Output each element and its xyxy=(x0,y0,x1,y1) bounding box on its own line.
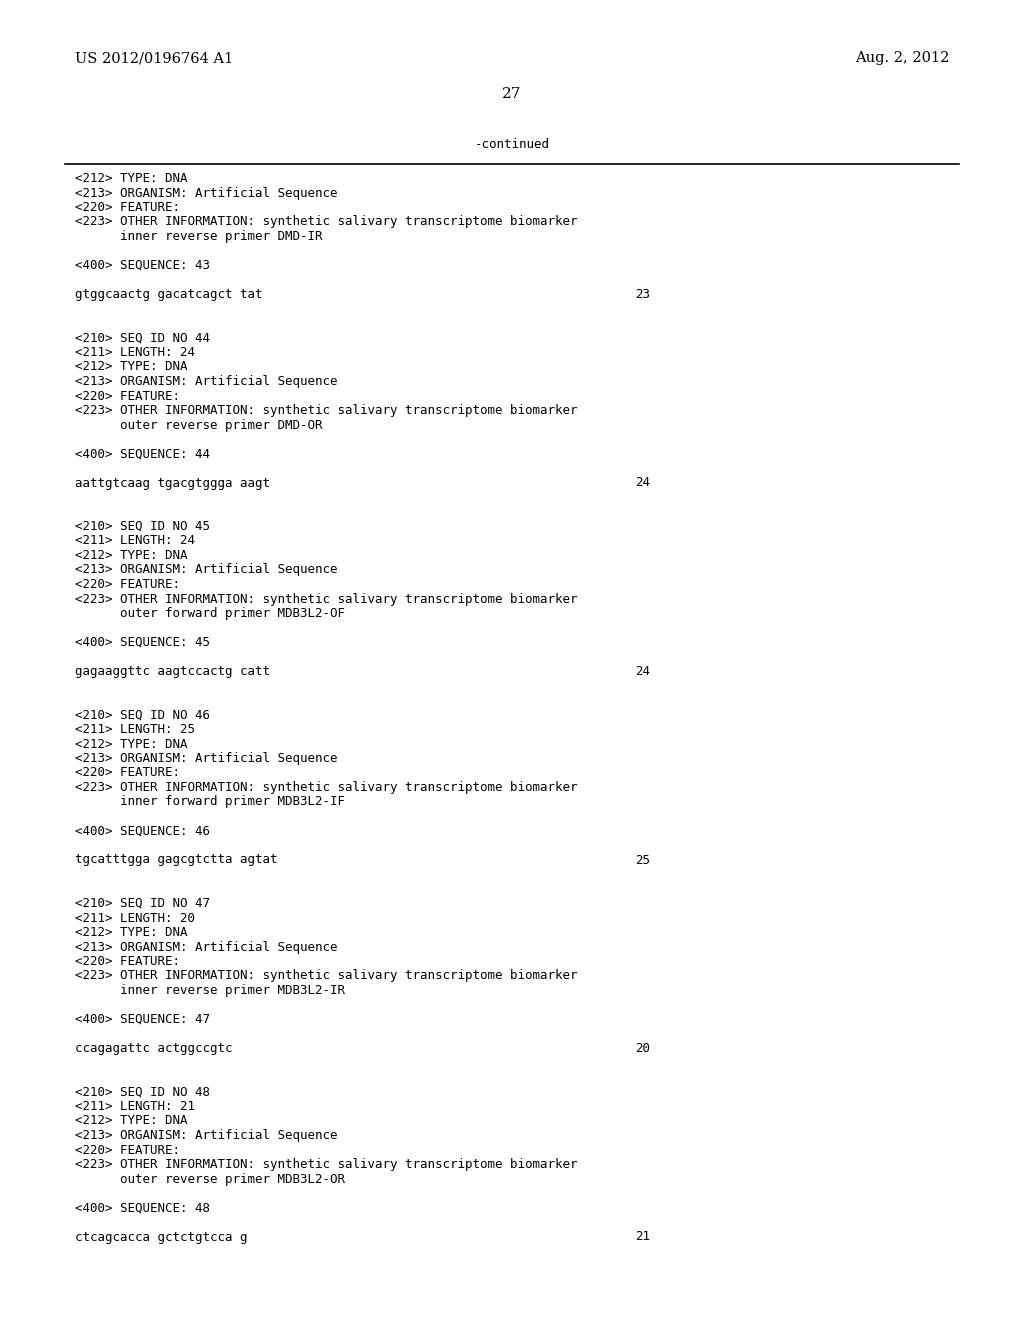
Text: <210> SEQ ID NO 44: <210> SEQ ID NO 44 xyxy=(75,331,210,345)
Text: 24: 24 xyxy=(635,665,650,678)
Text: ccagagattc actggccgtc: ccagagattc actggccgtc xyxy=(75,1041,232,1055)
Text: 23: 23 xyxy=(635,288,650,301)
Text: aattgtcaag tgacgtggga aagt: aattgtcaag tgacgtggga aagt xyxy=(75,477,270,490)
Text: outer reverse primer DMD-OR: outer reverse primer DMD-OR xyxy=(75,418,323,432)
Text: <223> OTHER INFORMATION: synthetic salivary transcriptome biomarker: <223> OTHER INFORMATION: synthetic saliv… xyxy=(75,781,578,795)
Text: <210> SEQ ID NO 48: <210> SEQ ID NO 48 xyxy=(75,1085,210,1098)
Text: <212> TYPE: DNA: <212> TYPE: DNA xyxy=(75,360,187,374)
Text: <212> TYPE: DNA: <212> TYPE: DNA xyxy=(75,927,187,939)
Text: <220> FEATURE:: <220> FEATURE: xyxy=(75,954,180,968)
Text: <213> ORGANISM: Artificial Sequence: <213> ORGANISM: Artificial Sequence xyxy=(75,564,338,577)
Text: <400> SEQUENCE: 43: <400> SEQUENCE: 43 xyxy=(75,259,210,272)
Text: <211> LENGTH: 24: <211> LENGTH: 24 xyxy=(75,535,195,548)
Text: <223> OTHER INFORMATION: synthetic salivary transcriptome biomarker: <223> OTHER INFORMATION: synthetic saliv… xyxy=(75,404,578,417)
Text: 27: 27 xyxy=(503,87,521,102)
Text: <210> SEQ ID NO 47: <210> SEQ ID NO 47 xyxy=(75,898,210,909)
Text: outer reverse primer MDB3L2-OR: outer reverse primer MDB3L2-OR xyxy=(75,1172,345,1185)
Text: <213> ORGANISM: Artificial Sequence: <213> ORGANISM: Artificial Sequence xyxy=(75,186,338,199)
Text: <220> FEATURE:: <220> FEATURE: xyxy=(75,201,180,214)
Text: gtggcaactg gacatcagct tat: gtggcaactg gacatcagct tat xyxy=(75,288,262,301)
Text: 20: 20 xyxy=(635,1041,650,1055)
Text: inner forward primer MDB3L2-IF: inner forward primer MDB3L2-IF xyxy=(75,796,345,808)
Text: <212> TYPE: DNA: <212> TYPE: DNA xyxy=(75,172,187,185)
Text: <211> LENGTH: 24: <211> LENGTH: 24 xyxy=(75,346,195,359)
Text: -continued: -continued xyxy=(474,139,550,150)
Text: <223> OTHER INFORMATION: synthetic salivary transcriptome biomarker: <223> OTHER INFORMATION: synthetic saliv… xyxy=(75,969,578,982)
Text: 21: 21 xyxy=(635,1230,650,1243)
Text: gagaaggttc aagtccactg catt: gagaaggttc aagtccactg catt xyxy=(75,665,270,678)
Text: <400> SEQUENCE: 46: <400> SEQUENCE: 46 xyxy=(75,825,210,837)
Text: <210> SEQ ID NO 45: <210> SEQ ID NO 45 xyxy=(75,520,210,533)
Text: 25: 25 xyxy=(635,854,650,866)
Text: <211> LENGTH: 25: <211> LENGTH: 25 xyxy=(75,723,195,737)
Text: tgcatttgga gagcgtctta agtat: tgcatttgga gagcgtctta agtat xyxy=(75,854,278,866)
Text: <212> TYPE: DNA: <212> TYPE: DNA xyxy=(75,1114,187,1127)
Text: ctcagcacca gctctgtcca g: ctcagcacca gctctgtcca g xyxy=(75,1230,248,1243)
Text: <220> FEATURE:: <220> FEATURE: xyxy=(75,1143,180,1156)
Text: inner reverse primer DMD-IR: inner reverse primer DMD-IR xyxy=(75,230,323,243)
Text: <212> TYPE: DNA: <212> TYPE: DNA xyxy=(75,549,187,562)
Text: <211> LENGTH: 21: <211> LENGTH: 21 xyxy=(75,1100,195,1113)
Text: Aug. 2, 2012: Aug. 2, 2012 xyxy=(855,51,949,65)
Text: outer forward primer MDB3L2-OF: outer forward primer MDB3L2-OF xyxy=(75,607,345,620)
Text: <213> ORGANISM: Artificial Sequence: <213> ORGANISM: Artificial Sequence xyxy=(75,375,338,388)
Text: <223> OTHER INFORMATION: synthetic salivary transcriptome biomarker: <223> OTHER INFORMATION: synthetic saliv… xyxy=(75,1158,578,1171)
Text: <223> OTHER INFORMATION: synthetic salivary transcriptome biomarker: <223> OTHER INFORMATION: synthetic saliv… xyxy=(75,215,578,228)
Text: <400> SEQUENCE: 45: <400> SEQUENCE: 45 xyxy=(75,636,210,649)
Text: <220> FEATURE:: <220> FEATURE: xyxy=(75,578,180,591)
Text: <212> TYPE: DNA: <212> TYPE: DNA xyxy=(75,738,187,751)
Text: <211> LENGTH: 20: <211> LENGTH: 20 xyxy=(75,912,195,924)
Text: <400> SEQUENCE: 47: <400> SEQUENCE: 47 xyxy=(75,1012,210,1026)
Text: <220> FEATURE:: <220> FEATURE: xyxy=(75,389,180,403)
Text: US 2012/0196764 A1: US 2012/0196764 A1 xyxy=(75,51,233,65)
Text: <213> ORGANISM: Artificial Sequence: <213> ORGANISM: Artificial Sequence xyxy=(75,752,338,766)
Text: <220> FEATURE:: <220> FEATURE: xyxy=(75,767,180,780)
Text: <400> SEQUENCE: 44: <400> SEQUENCE: 44 xyxy=(75,447,210,461)
Text: 24: 24 xyxy=(635,477,650,490)
Text: <213> ORGANISM: Artificial Sequence: <213> ORGANISM: Artificial Sequence xyxy=(75,940,338,953)
Text: <223> OTHER INFORMATION: synthetic salivary transcriptome biomarker: <223> OTHER INFORMATION: synthetic saliv… xyxy=(75,593,578,606)
Text: <210> SEQ ID NO 46: <210> SEQ ID NO 46 xyxy=(75,709,210,722)
Text: <400> SEQUENCE: 48: <400> SEQUENCE: 48 xyxy=(75,1201,210,1214)
Text: inner reverse primer MDB3L2-IR: inner reverse primer MDB3L2-IR xyxy=(75,983,345,997)
Text: <213> ORGANISM: Artificial Sequence: <213> ORGANISM: Artificial Sequence xyxy=(75,1129,338,1142)
